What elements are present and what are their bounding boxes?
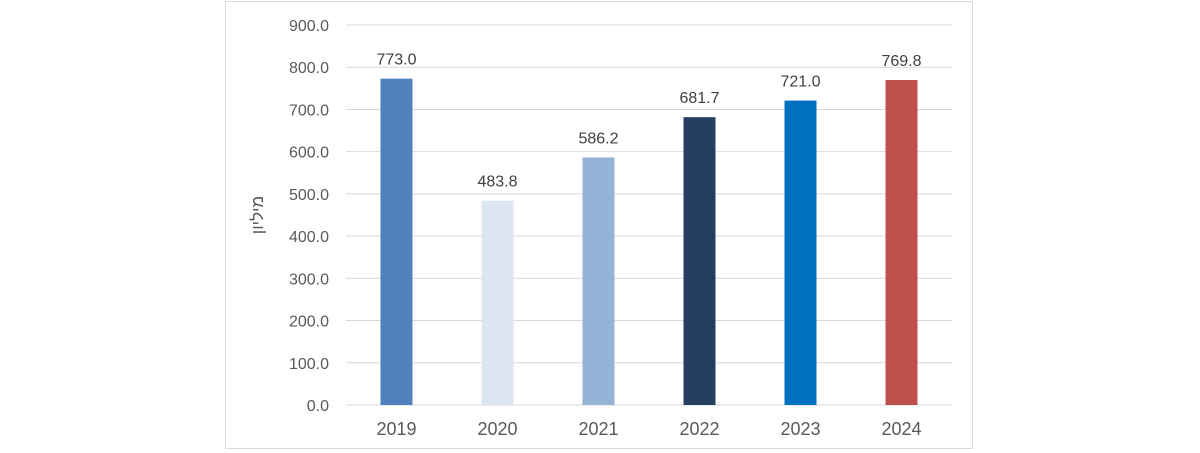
data-label-2020: 483.8 [477,174,517,191]
data-label-2019: 773.0 [376,52,416,69]
y-tick-label: 900.0 [289,18,329,35]
bar-2022 [683,117,716,405]
y-tick-label: 800.0 [289,60,329,77]
bar-2019 [380,78,413,405]
x-tick-label: 2022 [679,419,719,439]
y-tick-label: 700.0 [289,102,329,119]
y-axis-tick-labels: 0.0 100.0 200.0 300.0 400.0 500.0 600.0 700.0 80… [289,18,329,415]
x-tick-label: 2021 [578,419,618,439]
x-tick-label: 2024 [881,419,921,439]
y-tick-label: 500.0 [289,187,329,204]
y-tick-label: 0.0 [307,398,329,415]
y-tick-label: 300.0 [289,271,329,288]
data-label-2024: 769.8 [881,53,921,70]
x-axis-tick-labels: 2019 2020 2021 2022 2023 2024 [376,419,921,439]
bars [380,78,918,406]
bar-2023 [784,100,817,406]
data-label-2022: 681.7 [679,90,719,107]
y-tick-label: 400.0 [289,229,329,246]
y-tick-label: 100.0 [289,356,329,373]
x-tick-label: 2023 [780,419,820,439]
bar-2024 [885,79,918,406]
gridlines [346,24,952,406]
bar-2020 [481,200,514,405]
y-tick-label: 200.0 [289,314,329,331]
bar-2021 [582,157,615,405]
y-tick-label: 600.0 [289,145,329,162]
y-axis-title: מיליון [248,196,267,234]
data-label-2021: 586.2 [578,130,618,147]
data-labels: 773.0 483.8 586.2 681.7 721.0 769.8 [376,52,921,191]
x-tick-label: 2020 [477,419,517,439]
chart-area: 0.0 100.0 200.0 300.0 400.0 500.0 600.0 700.0 80… [225,1,973,449]
x-tick-label: 2019 [376,419,416,439]
data-label-2023: 721.0 [780,74,820,91]
